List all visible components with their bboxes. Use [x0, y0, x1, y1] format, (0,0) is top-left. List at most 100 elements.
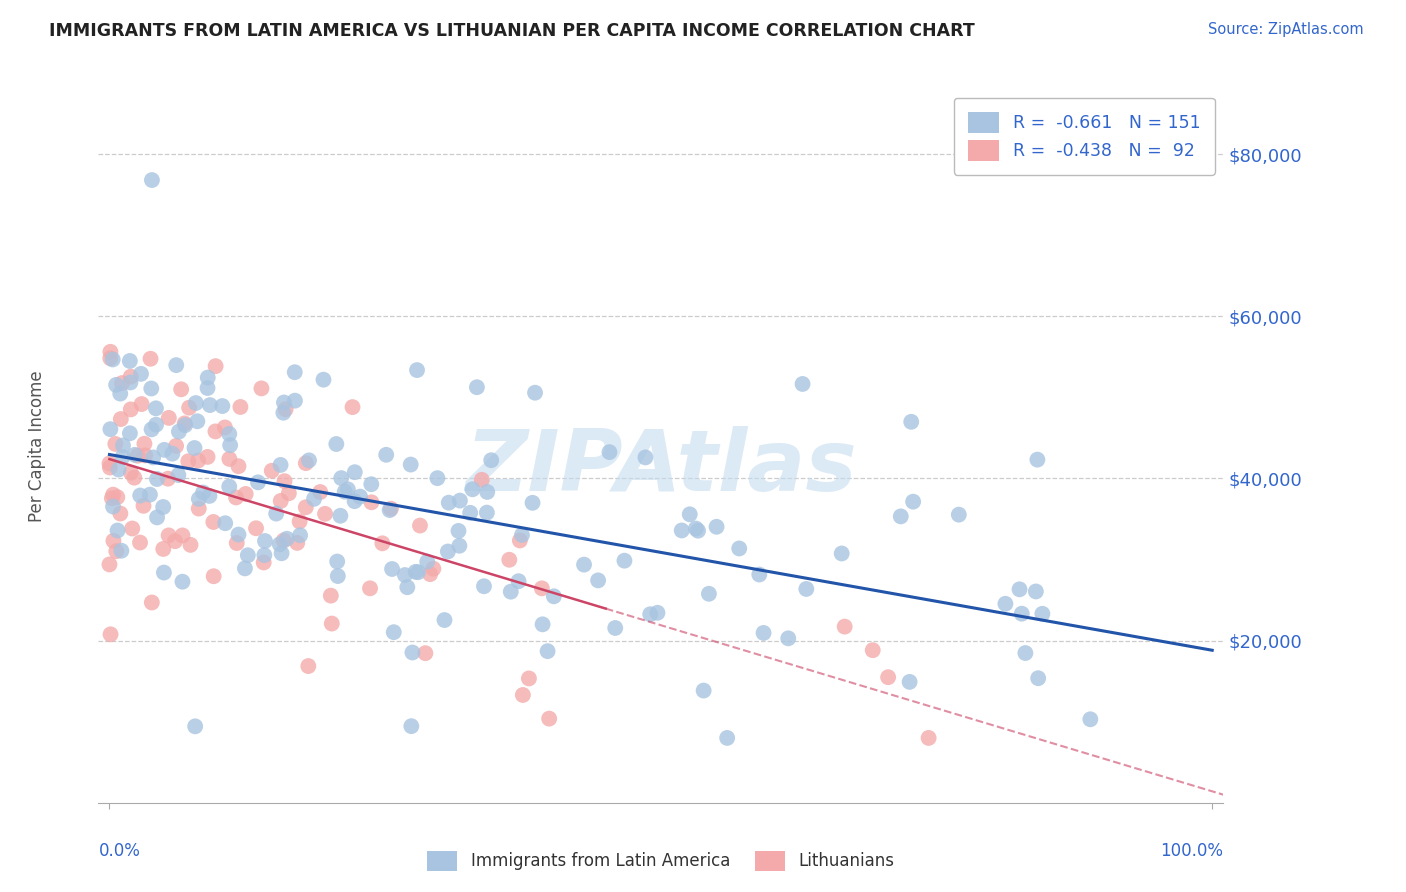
Point [167, 468, 190, 483]
Point [900, 415, 922, 429]
Point [433, 613, 456, 627]
Point [572, 558, 595, 572]
Point [107, 524, 129, 538]
Point [197, 450, 219, 464]
Point [120, 466, 142, 480]
Point [129, 535, 152, 549]
Point [686, 524, 709, 538]
Legend: Immigrants from Latin America, Lithuanians: Immigrants from Latin America, Lithuania… [419, 842, 903, 880]
Point [898, 674, 921, 689]
Point [284, 393, 307, 408]
Point [1025, 584, 1047, 599]
Point [101, 352, 124, 367]
Point [471, 473, 494, 487]
Text: ZIPAtlas: ZIPAtlas [465, 425, 856, 509]
Point [132, 499, 155, 513]
Point [225, 491, 247, 505]
Point [285, 536, 308, 550]
Point [277, 486, 299, 500]
Point [394, 568, 416, 582]
Point [679, 508, 702, 522]
Point [419, 567, 441, 582]
Point [260, 464, 283, 478]
Point [948, 508, 970, 522]
Point [141, 382, 163, 396]
Point [378, 503, 401, 517]
Text: 0.0%: 0.0% [98, 842, 141, 860]
Point [613, 554, 636, 568]
Point [105, 544, 128, 558]
Point [134, 449, 156, 463]
Point [120, 402, 142, 417]
Point [105, 377, 128, 392]
Point [98, 457, 121, 471]
Point [250, 381, 273, 395]
Point [401, 645, 423, 659]
Point [264, 507, 287, 521]
Point [834, 619, 856, 633]
Point [236, 548, 259, 562]
Point [465, 380, 488, 394]
Point [98, 351, 121, 366]
Text: IMMIGRANTS FROM LATIN AMERICA VS LITHUANIAN PER CAPITA INCOME CORRELATION CHART: IMMIGRANTS FROM LATIN AMERICA VS LITHUAN… [49, 22, 974, 40]
Point [508, 574, 530, 589]
Point [198, 489, 221, 503]
Point [314, 507, 336, 521]
Point [297, 659, 319, 673]
Point [831, 546, 853, 560]
Point [437, 544, 460, 558]
Point [219, 438, 242, 452]
Point [692, 683, 714, 698]
Point [153, 442, 176, 457]
Point [638, 607, 661, 622]
Point [162, 447, 184, 461]
Point [191, 485, 214, 500]
Point [120, 376, 142, 390]
Point [422, 562, 444, 576]
Point [890, 509, 912, 524]
Point [752, 626, 775, 640]
Point [172, 528, 194, 542]
Point [360, 477, 382, 491]
Point [685, 522, 707, 536]
Point [409, 518, 432, 533]
Point [321, 616, 343, 631]
Point [479, 453, 502, 467]
Point [333, 484, 356, 499]
Point [118, 354, 141, 368]
Point [198, 398, 221, 412]
Point [118, 426, 141, 441]
Point [202, 569, 225, 583]
Point [512, 688, 534, 702]
Point [598, 445, 620, 459]
Point [273, 406, 295, 420]
Point [228, 459, 250, 474]
Point [141, 422, 163, 436]
Point [100, 627, 122, 641]
Point [101, 491, 124, 506]
Point [141, 173, 163, 187]
Point [461, 483, 484, 497]
Point [517, 672, 540, 686]
Point [100, 344, 122, 359]
Point [1014, 646, 1036, 660]
Point [326, 569, 349, 583]
Point [343, 494, 366, 508]
Point [862, 643, 884, 657]
Point [415, 646, 437, 660]
Point [98, 558, 121, 572]
Point [426, 471, 449, 485]
Point [360, 495, 382, 509]
Point [110, 412, 132, 426]
Point [218, 480, 240, 494]
Point [111, 438, 134, 452]
Point [218, 426, 240, 441]
Point [179, 538, 201, 552]
Point [157, 528, 180, 542]
Point [273, 474, 295, 488]
Point [253, 534, 276, 549]
Point [179, 401, 201, 415]
Point [1011, 607, 1033, 621]
Point [270, 458, 292, 472]
Point [794, 582, 817, 596]
